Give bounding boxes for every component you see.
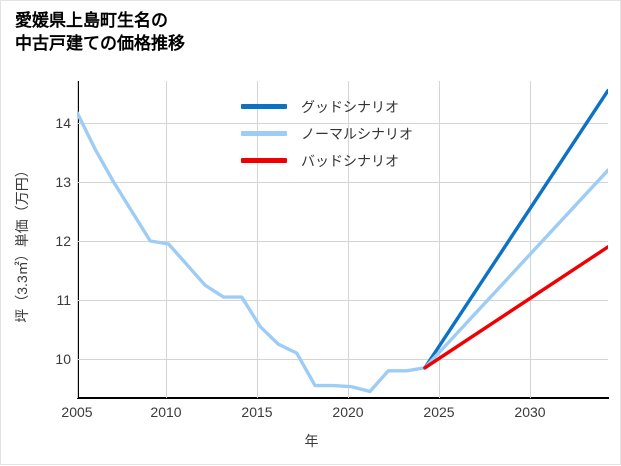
- gridline-x-2025: [439, 81, 440, 398]
- x-tick-2020: 2020: [332, 404, 364, 420]
- y-tick-11: 11: [56, 292, 71, 308]
- y-axis-line: [77, 81, 79, 399]
- x-tick-2015: 2015: [241, 404, 273, 420]
- y-axis-title: 坪（3.3㎡）単価（万円）: [14, 163, 30, 323]
- series-line-3: [423, 245, 608, 370]
- gridline-x-2010: [166, 81, 167, 398]
- series-line-2: [423, 168, 608, 370]
- legend-swatch-good: [241, 104, 287, 109]
- series-line-0: [77, 110, 427, 394]
- gridline-x-2030: [530, 81, 531, 398]
- x-tick-2005: 2005: [61, 404, 93, 420]
- legend-item-good: グッドシナリオ: [241, 93, 471, 120]
- gridline-x-2005: [77, 81, 78, 398]
- x-axis-line: [77, 397, 609, 399]
- legend-item-normal: ノーマルシナリオ: [241, 120, 471, 147]
- y-tick-12: 12: [55, 233, 71, 249]
- gridline-y-10: [77, 359, 608, 360]
- x-tick-2025: 2025: [423, 404, 455, 420]
- x-tick-2030: 2030: [514, 404, 546, 420]
- legend-swatch-normal: [241, 131, 287, 136]
- line-chart-svg: [77, 88, 608, 394]
- gridline-y-12: [77, 241, 608, 242]
- legend-label-bad: バッドシナリオ: [301, 152, 399, 169]
- legend-item-bad: バッドシナリオ: [241, 147, 471, 174]
- y-tick-13: 13: [55, 174, 71, 190]
- chart-legend: グッドシナリオ ノーマルシナリオ バッドシナリオ: [241, 93, 471, 174]
- gridline-x-2020: [348, 81, 349, 398]
- legend-label-good: グッドシナリオ: [301, 98, 399, 115]
- x-axis-title: 年: [304, 433, 319, 449]
- plot-area: [77, 81, 608, 398]
- legend-swatch-bad: [241, 158, 287, 163]
- gridline-y-13: [77, 182, 608, 183]
- gridline-y-14: [77, 123, 608, 124]
- page-title: 愛媛県上島町生名の 中古戸建ての価格推移: [15, 11, 185, 53]
- x-tick-2010: 2010: [150, 404, 182, 420]
- legend-label-normal: ノーマルシナリオ: [301, 125, 413, 142]
- series-line-1: [423, 88, 608, 370]
- y-tick-14: 14: [55, 115, 71, 131]
- y-tick-10: 10: [55, 351, 71, 367]
- gridline-x-2015: [257, 81, 258, 398]
- gridline-y-11: [77, 300, 608, 301]
